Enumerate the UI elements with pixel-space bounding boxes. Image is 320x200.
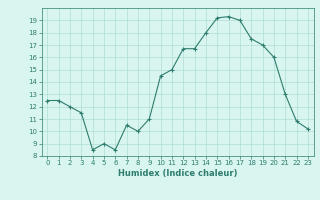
X-axis label: Humidex (Indice chaleur): Humidex (Indice chaleur) xyxy=(118,169,237,178)
